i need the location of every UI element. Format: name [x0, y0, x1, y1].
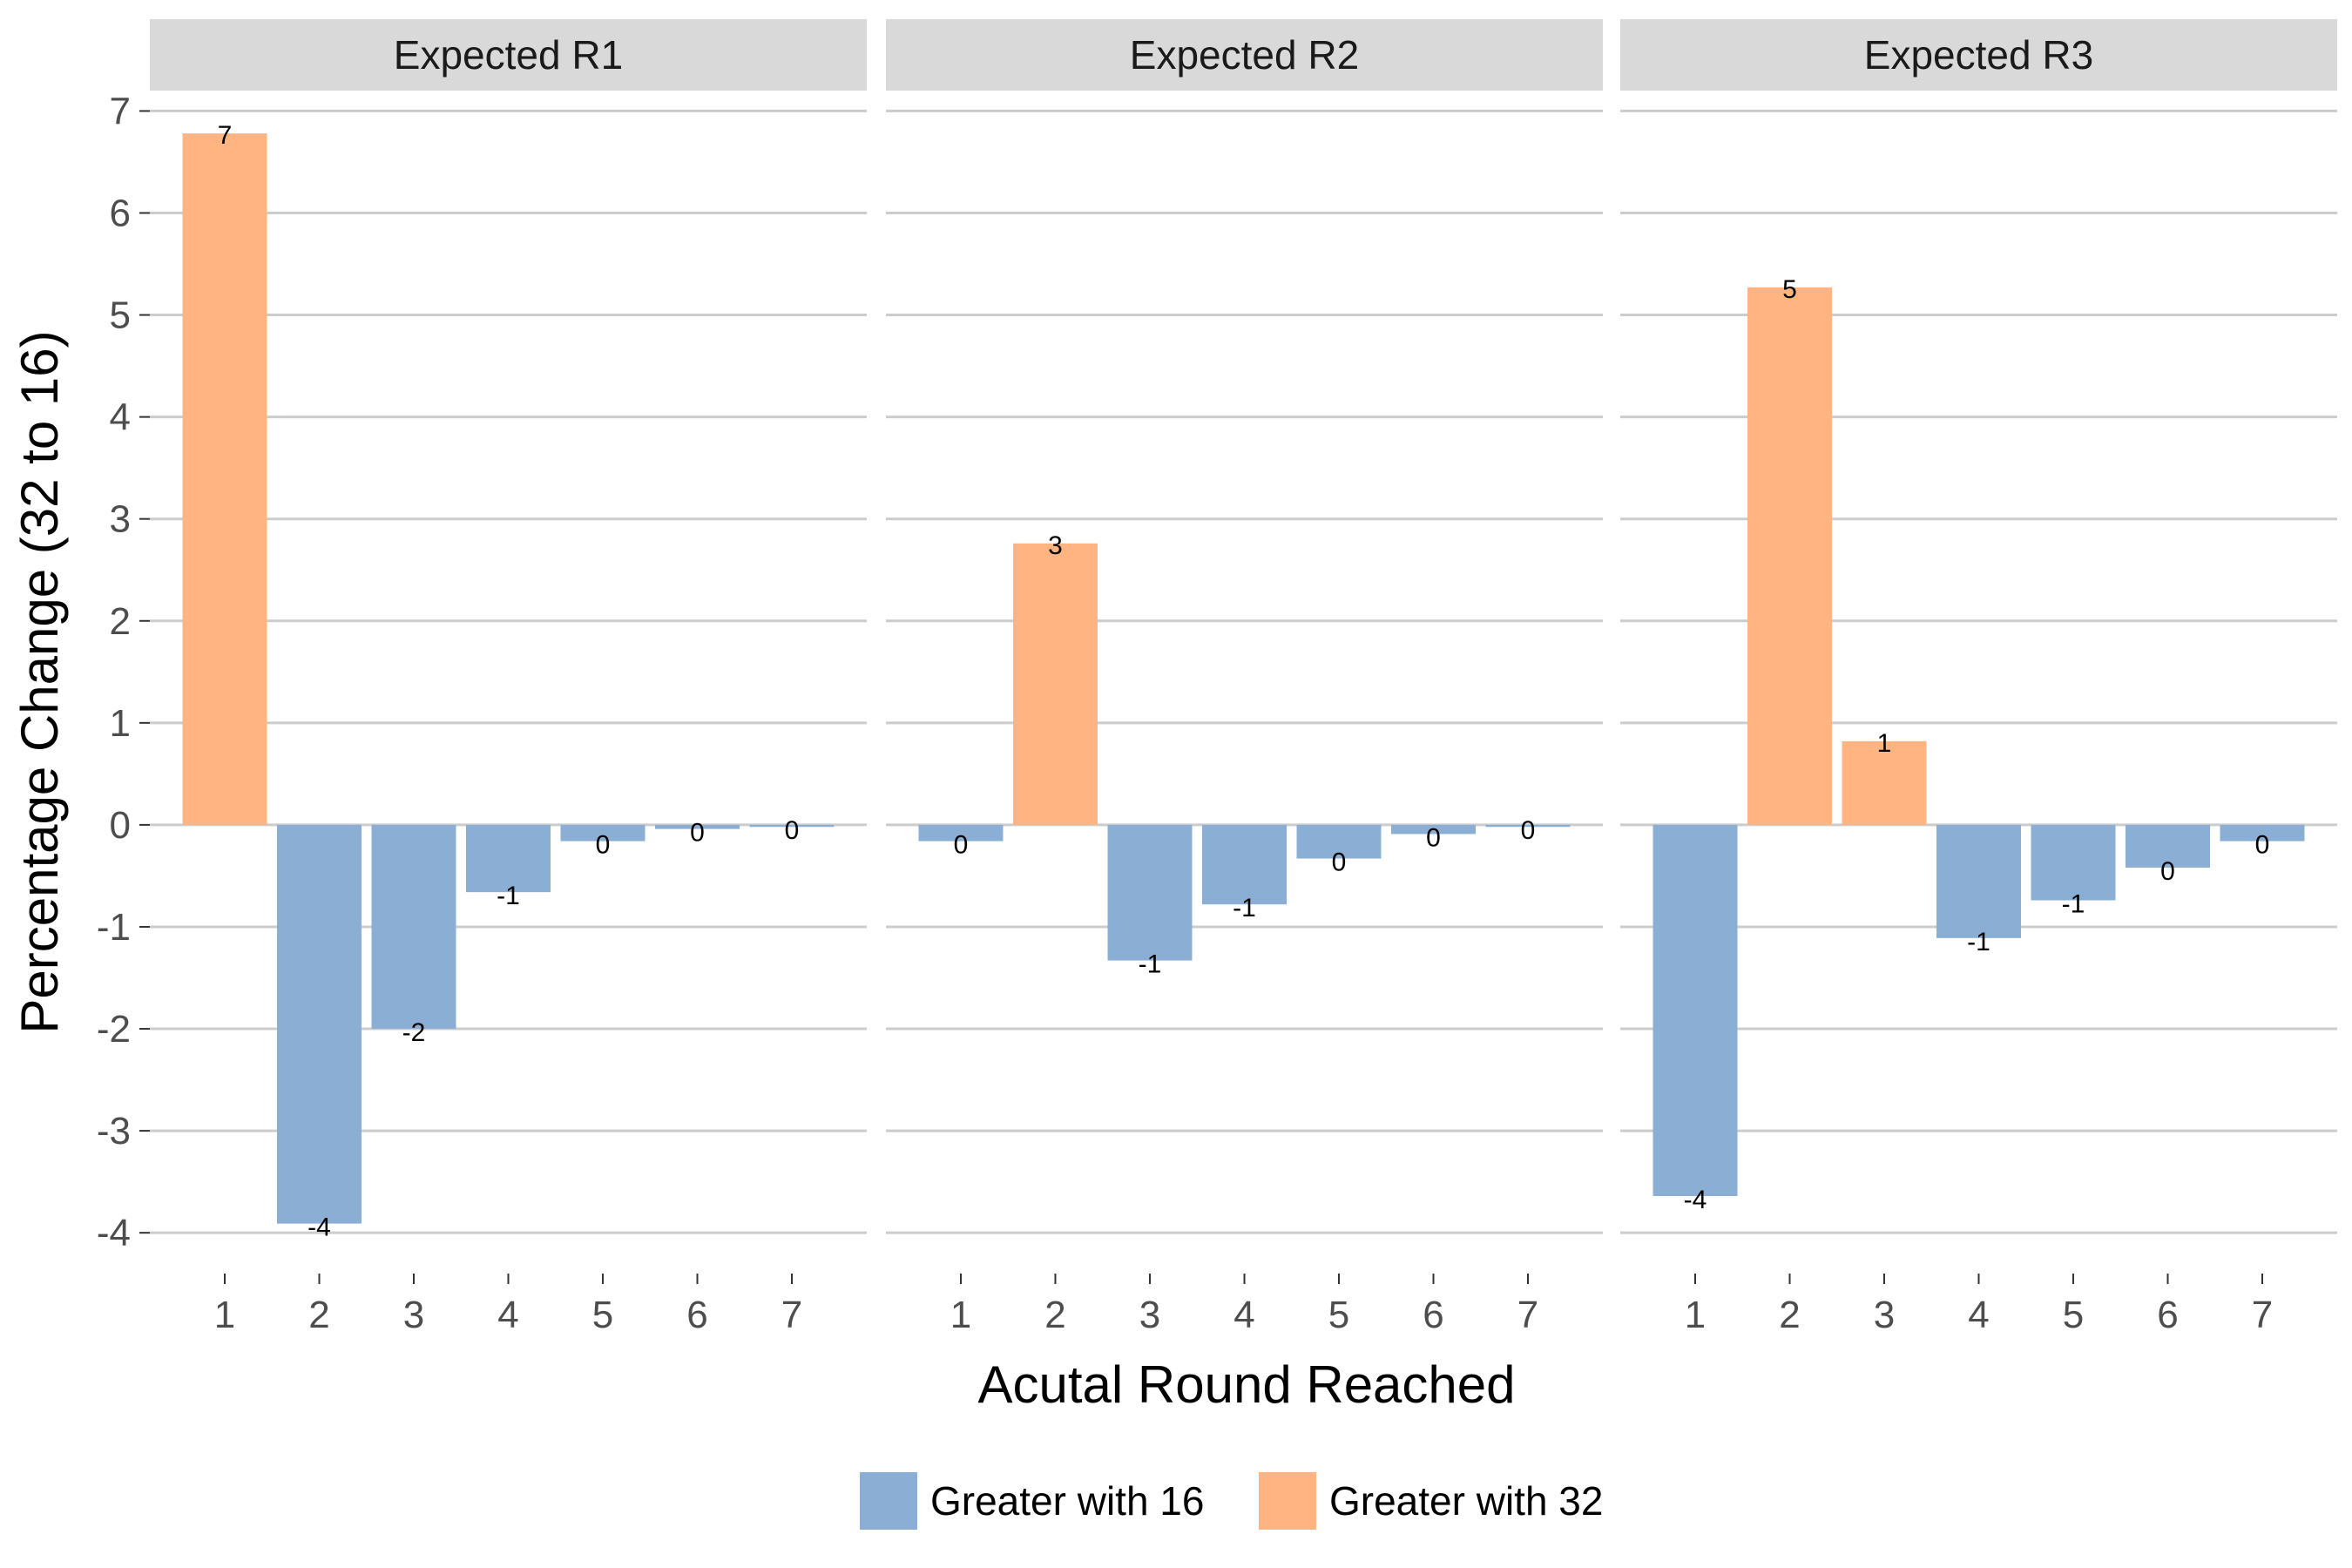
y-tick-label: -4 — [97, 1212, 131, 1254]
facet-panel: Expected R3 -4 1 5 2 1 3 -1 4 -1 5 0 6 0 7 — [1620, 19, 2337, 1336]
x-tick-label: 2 — [1044, 1294, 1065, 1336]
bar-data-label: 1 — [1877, 729, 1892, 758]
x-tick-label: 3 — [1874, 1294, 1895, 1336]
x-tick-label: 6 — [1423, 1294, 1443, 1336]
x-axis-title: Acutal Round Reached — [977, 1355, 1515, 1414]
bar — [560, 824, 645, 841]
bar — [1296, 824, 1382, 859]
bar-data-label: -1 — [1139, 950, 1162, 979]
x-tick-label: 2 — [1779, 1294, 1800, 1336]
bar-data-label: 0 — [596, 831, 611, 860]
y-tick-label: 2 — [110, 600, 131, 643]
bar — [1747, 287, 1832, 825]
x-tick-label: 1 — [214, 1294, 235, 1336]
x-tick-label: 1 — [950, 1294, 971, 1336]
bar-data-label: -2 — [402, 1018, 426, 1047]
bar-data-label: -1 — [1233, 894, 1256, 923]
y-tick-label: 4 — [110, 396, 131, 439]
bar-data-label: 0 — [690, 819, 705, 848]
bar — [918, 824, 1004, 841]
y-tick-label: 0 — [110, 804, 131, 847]
y-tick-label: 1 — [110, 702, 131, 745]
facet-panels: Expected R1 7 1 -4 2 -2 3 -1 4 0 5 0 6 0 7 Expected R2 0… — [150, 19, 2337, 1336]
bar-data-label: 0 — [1332, 848, 1347, 877]
bar-data-label: 7 — [218, 121, 233, 150]
bar — [2220, 824, 2305, 841]
legend-label: Greater with 32 — [1329, 1478, 1603, 1524]
facet-strip — [1620, 19, 2337, 91]
bar-data-label: 0 — [2255, 831, 2270, 860]
bar — [749, 824, 835, 828]
facet-panel: Expected R1 7 1 -4 2 -2 3 -1 4 0 5 0 6 0 7 — [150, 19, 867, 1336]
bar — [371, 824, 456, 1030]
y-tick-label: 5 — [110, 294, 131, 337]
bar-data-label: -1 — [1967, 928, 1990, 956]
facet-strip-label: Expected R2 — [1130, 32, 1359, 78]
facet-strip — [150, 19, 867, 91]
legend-key — [1259, 1472, 1316, 1530]
bar — [1485, 824, 1571, 828]
y-tick-label: 7 — [110, 90, 131, 132]
x-tick-label: 1 — [1685, 1294, 1706, 1336]
bar — [1202, 824, 1287, 905]
bar-data-label: -4 — [1684, 1186, 1707, 1214]
bar — [277, 824, 362, 1224]
y-tick-label: -1 — [97, 906, 131, 949]
x-tick-label: 4 — [1968, 1294, 1989, 1336]
x-tick-label: 5 — [1328, 1294, 1349, 1336]
facet-panel: Expected R2 0 1 3 2 -1 3 -1 4 0 5 0 6 0 7 — [886, 19, 1603, 1336]
y-tick-label: 6 — [110, 192, 131, 234]
legend: Greater with 16 Greater with 32 — [860, 1472, 1603, 1530]
legend-key — [860, 1472, 917, 1530]
x-tick-label: 3 — [1139, 1294, 1160, 1336]
bar-data-label: -4 — [308, 1213, 331, 1242]
bar-data-label: 0 — [954, 831, 969, 860]
bar-data-label: -1 — [2062, 890, 2085, 919]
facet-strip-label: Expected R1 — [394, 32, 623, 78]
x-tick-label: 7 — [2252, 1294, 2273, 1336]
facet-strip — [886, 19, 1603, 91]
x-tick-label: 3 — [403, 1294, 424, 1336]
facet-strip-label: Expected R3 — [1864, 32, 2093, 78]
x-tick-label: 4 — [1233, 1294, 1254, 1336]
bar — [2126, 824, 2210, 868]
y-tick-label: 3 — [110, 498, 131, 541]
bar — [1652, 824, 1738, 1197]
x-tick-label: 2 — [308, 1294, 329, 1336]
bar-data-label: 5 — [1782, 275, 1797, 304]
x-tick-label: 6 — [686, 1294, 707, 1336]
y-tick-label: -3 — [97, 1110, 131, 1152]
bar-data-label: 0 — [1521, 816, 1536, 845]
bar-data-label: 0 — [2160, 857, 2175, 886]
bar-data-label: 0 — [785, 816, 800, 845]
bar-data-label: 0 — [1426, 823, 1441, 852]
y-axis-title: Percentage Change (32 to 16) — [10, 330, 69, 1033]
legend-label: Greater with 16 — [930, 1478, 1204, 1524]
x-tick-label: 7 — [1517, 1294, 1538, 1336]
bar — [466, 824, 551, 893]
bar — [1391, 824, 1476, 835]
bar — [1013, 543, 1098, 825]
bar — [182, 133, 267, 825]
x-tick-label: 6 — [2157, 1294, 2178, 1336]
x-tick-label: 5 — [2063, 1294, 2084, 1336]
bar-data-label: 3 — [1048, 531, 1063, 560]
y-tick-label: -2 — [97, 1008, 131, 1051]
bar — [1842, 740, 1927, 825]
bar — [1936, 824, 2021, 938]
x-tick-label: 7 — [781, 1294, 802, 1336]
bar — [1107, 824, 1193, 961]
bar — [2031, 824, 2116, 901]
bar — [655, 824, 740, 829]
y-axis: -4 -3 -2 -1 0 1 2 3 4 5 6 7 — [97, 90, 150, 1254]
bar-data-label: -1 — [497, 882, 520, 910]
x-tick-label: 5 — [592, 1294, 613, 1336]
x-tick-label: 4 — [497, 1294, 518, 1336]
